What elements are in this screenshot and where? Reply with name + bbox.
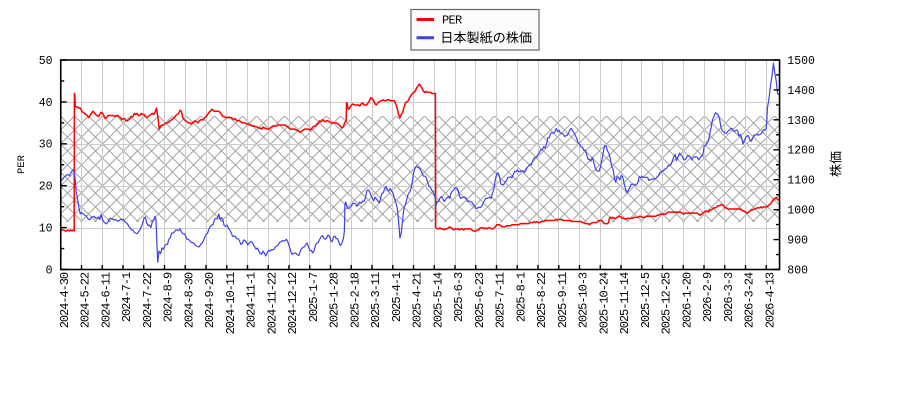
svg-text:2025-12-5: 2025-12-5	[639, 272, 653, 328]
svg-text:2026-2-9: 2026-2-9	[701, 272, 715, 322]
svg-text:0: 0	[46, 264, 53, 277]
svg-text:2024-11-22: 2024-11-22	[265, 272, 279, 334]
svg-text:1500: 1500	[787, 55, 815, 68]
svg-text:50: 50	[39, 55, 53, 68]
svg-text:2025-1-7: 2025-1-7	[307, 272, 321, 322]
svg-text:2025-11-14: 2025-11-14	[618, 272, 632, 334]
svg-text:2024-6-11: 2024-6-11	[99, 272, 113, 328]
svg-text:2025-12-25: 2025-12-25	[660, 272, 674, 334]
svg-text:1000: 1000	[787, 205, 815, 218]
svg-text:2026-3-24: 2026-3-24	[743, 272, 757, 328]
svg-text:2025-8-1: 2025-8-1	[514, 272, 528, 322]
svg-text:2025-7-11: 2025-7-11	[494, 272, 508, 328]
svg-text:30: 30	[39, 139, 53, 152]
svg-text:2025-4-1: 2025-4-1	[390, 272, 404, 322]
svg-text:2024-9-20: 2024-9-20	[203, 272, 217, 328]
svg-text:2025-10-24: 2025-10-24	[597, 272, 611, 334]
svg-text:2025-1-28: 2025-1-28	[328, 272, 342, 328]
svg-text:900: 900	[787, 235, 808, 248]
svg-text:2024-12-12: 2024-12-12	[286, 272, 300, 334]
svg-text:2026-4-13: 2026-4-13	[763, 272, 777, 328]
svg-text:2026-3-3: 2026-3-3	[722, 272, 736, 322]
svg-text:2025-3-11: 2025-3-11	[369, 272, 383, 328]
svg-text:2024-8-9: 2024-8-9	[162, 272, 176, 322]
svg-text:800: 800	[787, 264, 808, 277]
svg-text:PER: PER	[442, 14, 462, 28]
svg-text:2025-4-21: 2025-4-21	[411, 272, 425, 328]
svg-text:2025-6-3: 2025-6-3	[452, 272, 466, 322]
svg-text:2025-5-14: 2025-5-14	[431, 272, 445, 328]
svg-text:2025-9-11: 2025-9-11	[556, 272, 570, 328]
svg-text:2024-7-1: 2024-7-1	[120, 272, 134, 322]
svg-text:40: 40	[39, 97, 53, 110]
svg-text:2024-5-22: 2024-5-22	[79, 272, 93, 328]
svg-text:2024-10-11: 2024-10-11	[224, 272, 238, 334]
svg-text:1200: 1200	[787, 145, 815, 158]
svg-text:2024-11-1: 2024-11-1	[245, 272, 259, 328]
svg-text:20: 20	[39, 181, 53, 194]
svg-text:2024-7-22: 2024-7-22	[141, 272, 155, 328]
svg-text:2024-8-30: 2024-8-30	[182, 272, 196, 328]
svg-text:2025-10-3: 2025-10-3	[577, 272, 591, 328]
svg-text:10: 10	[39, 223, 53, 236]
svg-text:PER: PER	[16, 154, 28, 174]
svg-text:2026-1-20: 2026-1-20	[680, 272, 694, 328]
svg-text:2024-4-30: 2024-4-30	[58, 272, 72, 328]
svg-text:1300: 1300	[787, 115, 815, 128]
svg-text:1100: 1100	[787, 175, 815, 188]
svg-text:2025-6-23: 2025-6-23	[473, 272, 487, 328]
svg-text:2025-8-22: 2025-8-22	[535, 272, 549, 328]
svg-text:2025-2-18: 2025-2-18	[348, 272, 362, 328]
svg-text:1400: 1400	[787, 85, 815, 98]
